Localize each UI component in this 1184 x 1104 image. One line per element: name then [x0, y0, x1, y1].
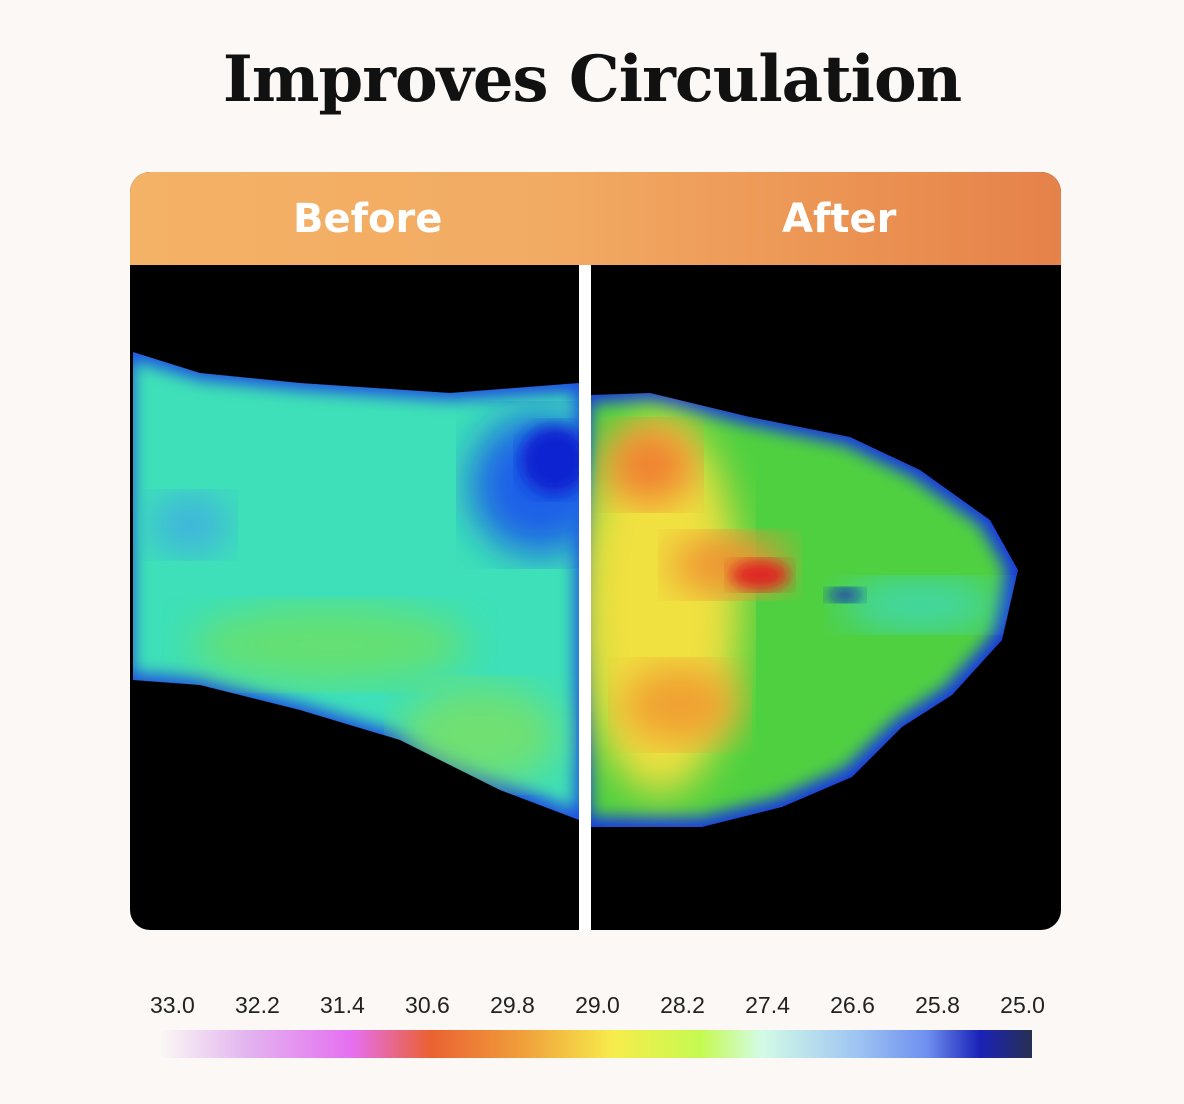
before-after-divider [579, 265, 591, 930]
card-header: Before After [130, 172, 1061, 265]
temperature-color-scale [160, 1030, 1032, 1058]
scale-label: 25.8 [915, 992, 960, 1018]
scale-label: 29.8 [490, 992, 535, 1018]
scale-label: 30.6 [405, 992, 450, 1018]
before-after-card: Before After [130, 172, 1061, 930]
page-title: Improves Circulation [222, 42, 962, 117]
scale-label: 33.0 [150, 992, 195, 1018]
scale-label: 26.6 [830, 992, 875, 1018]
temperature-scale-labels: 33.0 32.2 31.4 30.6 29.8 29.0 28.2 27.4 … [150, 992, 1045, 1019]
scale-label: 29.0 [575, 992, 620, 1018]
scale-label: 25.0 [1000, 992, 1045, 1018]
before-label: Before [293, 196, 443, 242]
after-label: After [782, 196, 897, 242]
scale-label: 31.4 [320, 992, 365, 1018]
thermal-images [133, 352, 1018, 827]
scale-label: 27.4 [745, 992, 790, 1018]
after-thermal-image [591, 393, 1018, 827]
scale-label: 28.2 [660, 992, 705, 1018]
scale-label: 32.2 [235, 992, 280, 1018]
before-thermal-image [133, 352, 579, 820]
